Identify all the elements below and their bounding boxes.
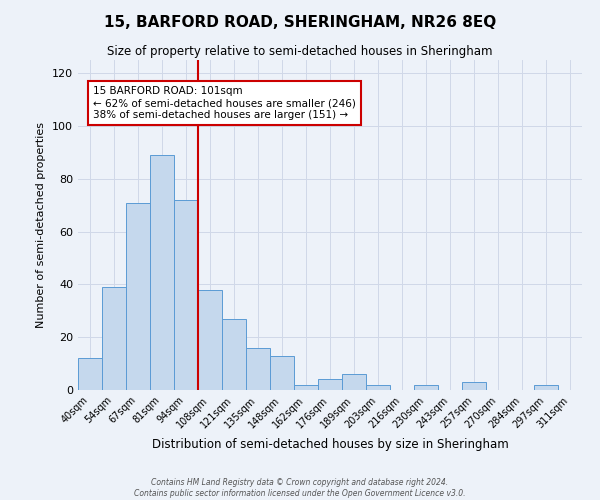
Text: 15 BARFORD ROAD: 101sqm
← 62% of semi-detached houses are smaller (246)
38% of s: 15 BARFORD ROAD: 101sqm ← 62% of semi-de… <box>93 86 356 120</box>
Bar <box>342 374 366 390</box>
Bar <box>198 290 222 390</box>
X-axis label: Distribution of semi-detached houses by size in Sheringham: Distribution of semi-detached houses by … <box>152 438 508 451</box>
Bar <box>150 155 174 390</box>
Bar <box>222 318 246 390</box>
Bar <box>126 202 150 390</box>
Bar <box>174 200 198 390</box>
Bar <box>246 348 270 390</box>
Text: Size of property relative to semi-detached houses in Sheringham: Size of property relative to semi-detach… <box>107 45 493 58</box>
Bar <box>102 287 126 390</box>
Bar <box>414 384 438 390</box>
Bar <box>534 384 558 390</box>
Bar <box>270 356 294 390</box>
Text: Contains HM Land Registry data © Crown copyright and database right 2024.
Contai: Contains HM Land Registry data © Crown c… <box>134 478 466 498</box>
Bar <box>366 384 390 390</box>
Bar <box>462 382 486 390</box>
Bar <box>318 380 342 390</box>
Y-axis label: Number of semi-detached properties: Number of semi-detached properties <box>37 122 46 328</box>
Bar <box>78 358 102 390</box>
Bar <box>294 384 318 390</box>
Text: 15, BARFORD ROAD, SHERINGHAM, NR26 8EQ: 15, BARFORD ROAD, SHERINGHAM, NR26 8EQ <box>104 15 496 30</box>
